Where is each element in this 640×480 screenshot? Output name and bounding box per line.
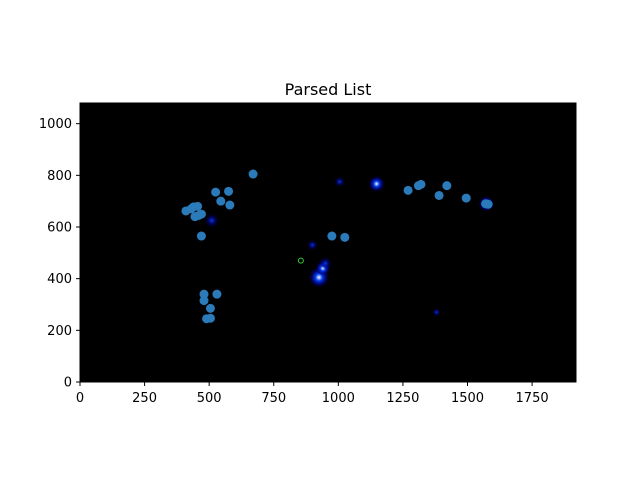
heat-spot bbox=[334, 176, 345, 187]
scatter-point bbox=[416, 179, 426, 189]
y-tick-label: 800 bbox=[47, 169, 72, 184]
heat-spot bbox=[204, 213, 219, 228]
chart-title: Parsed List bbox=[285, 80, 372, 99]
scatter-point bbox=[199, 296, 209, 306]
scatter-point bbox=[212, 289, 222, 299]
scatter-point bbox=[194, 210, 204, 220]
x-tick-label: 1750 bbox=[516, 391, 549, 406]
heatmap-layer bbox=[204, 175, 494, 317]
scatter-point bbox=[224, 186, 234, 196]
plot-frame bbox=[79, 102, 577, 383]
scatter-point bbox=[199, 289, 209, 299]
x-tick-label: 1000 bbox=[322, 391, 355, 406]
heat-spot bbox=[307, 239, 318, 251]
x-tick-label: 750 bbox=[261, 391, 286, 406]
x-tick-label: 250 bbox=[132, 391, 157, 406]
y-tick-label: 400 bbox=[47, 272, 72, 287]
heat-spot bbox=[319, 257, 332, 270]
x-tick-label: 1500 bbox=[451, 391, 484, 406]
plot-area bbox=[80, 103, 576, 382]
scatter-point bbox=[211, 187, 221, 197]
scatter-point bbox=[483, 199, 493, 209]
scatter-point bbox=[216, 196, 226, 206]
y-tick-label: 200 bbox=[47, 324, 72, 339]
scatter-point bbox=[403, 185, 413, 195]
scatter-point bbox=[461, 193, 471, 203]
scatter-point bbox=[340, 232, 350, 242]
scatter-point-open bbox=[297, 257, 304, 264]
scatter-point bbox=[434, 190, 444, 200]
scatter-point bbox=[205, 313, 215, 323]
scatter-point bbox=[193, 201, 203, 211]
heat-spot bbox=[432, 308, 441, 317]
x-tick-label: 500 bbox=[197, 391, 222, 406]
scatter-point bbox=[225, 200, 235, 210]
x-axis: 0 250 500 750 1000 1250 1500 1750 bbox=[76, 382, 549, 406]
y-tick-label: 1000 bbox=[39, 117, 72, 132]
y-tick-label: 0 bbox=[64, 376, 72, 391]
scatter-point bbox=[327, 231, 337, 241]
points-layer bbox=[181, 169, 493, 324]
scatter-point bbox=[205, 303, 215, 313]
x-tick-label: 1250 bbox=[386, 391, 419, 406]
scatter-point bbox=[442, 181, 452, 191]
x-tick-label: 0 bbox=[76, 391, 84, 406]
scatter-point bbox=[196, 231, 206, 241]
y-tick-label: 600 bbox=[47, 221, 72, 236]
y-axis: 0 200 400 600 800 1000 bbox=[39, 117, 80, 391]
heat-spot bbox=[368, 175, 385, 192]
scatter-point bbox=[248, 169, 258, 179]
